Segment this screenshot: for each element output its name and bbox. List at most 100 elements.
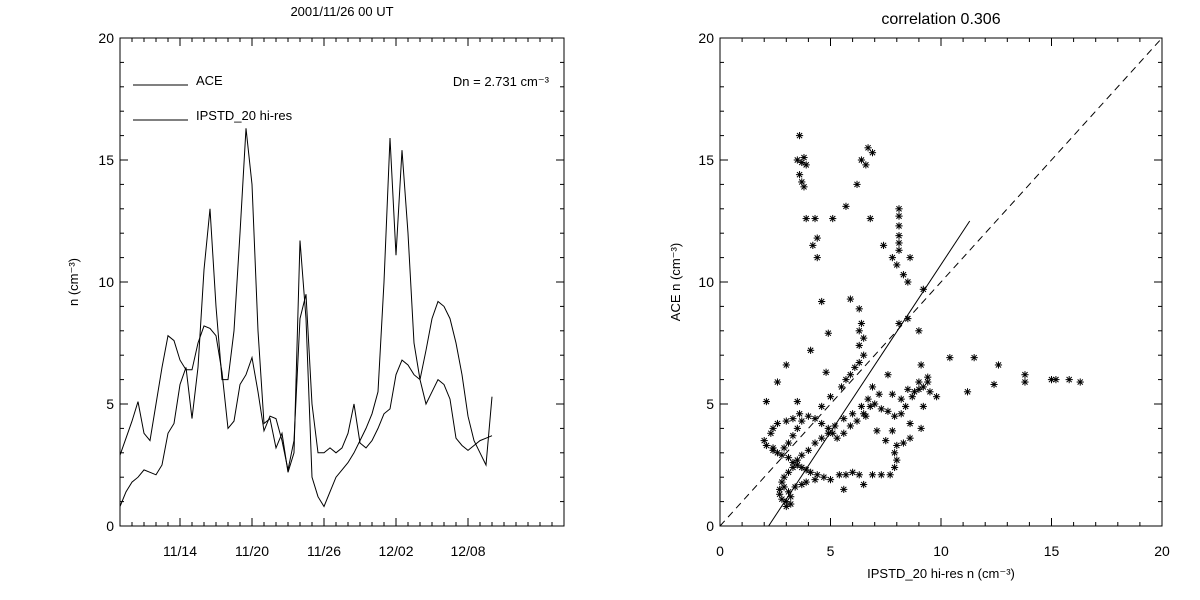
scatter-point: [963, 388, 972, 396]
scatter-point: [895, 222, 903, 230]
scatter-x-tick-label: 0: [716, 543, 724, 559]
scatter-point: [899, 439, 908, 447]
scatter-y-tick-label: 0: [706, 518, 714, 534]
scatter-title: correlation 0.306: [881, 11, 1000, 28]
scatter-markers: [760, 132, 1084, 511]
scatter-point: [849, 410, 857, 418]
scatter-point: [888, 427, 896, 435]
y-tick-label: 5: [106, 396, 114, 412]
scatter-point: [776, 485, 784, 493]
x-tick-label: 12/02: [378, 543, 413, 559]
scatter-point: [769, 444, 777, 452]
scatter-point: [946, 354, 954, 362]
scatter-point: [895, 239, 903, 247]
scatter-point: [789, 415, 797, 423]
scatter-point: [882, 437, 890, 445]
scatter-point: [822, 368, 830, 376]
scatter-y-tick-label: 20: [698, 30, 714, 46]
scatter-point: [855, 471, 863, 479]
scatter-y-tick-label: 10: [698, 274, 714, 290]
scatter-point: [890, 412, 899, 420]
scatter-point: [855, 358, 863, 367]
scatter-point: [890, 463, 899, 472]
scatter-point: [884, 371, 892, 379]
scatter-point: [791, 483, 799, 491]
x-tick-label: 11/20: [235, 543, 269, 559]
scatter-point: [1065, 376, 1073, 384]
scatter-point: [926, 388, 934, 396]
scatter-point: [798, 451, 806, 459]
scatter-point: [798, 463, 806, 472]
scatter-point: [800, 153, 808, 162]
scatter-point: [855, 327, 863, 335]
scatter-point: [853, 417, 861, 425]
scatter-point: [890, 449, 899, 457]
scatter-point: [784, 468, 793, 476]
scatter-y-tick-label: 15: [698, 152, 714, 168]
scatter-point: [837, 383, 846, 391]
scatter-x-tick-label: 5: [827, 543, 835, 559]
scatter-point: [899, 271, 908, 279]
legend-label-ipstd: IPSTD_20 hi-res: [196, 108, 293, 123]
scatter-point: [895, 232, 903, 240]
scatter-point: [915, 378, 923, 386]
scatter-point: [1021, 371, 1029, 379]
scatter-point: [846, 295, 854, 303]
scatter-point: [787, 500, 795, 508]
scatter-point: [895, 212, 903, 220]
scatter-point: [820, 473, 828, 481]
y-tick-label: 15: [98, 152, 114, 168]
scatter-point: [919, 383, 927, 391]
scatter-point: [762, 397, 771, 406]
scatter-point: [1076, 378, 1084, 386]
scatter-point: [868, 383, 877, 391]
x-tick-label: 11/14: [163, 543, 197, 559]
series-line-ace: [119, 128, 493, 508]
scatter-x-axis: 0 5 10 15 20: [716, 38, 1170, 559]
scatter-point: [860, 334, 868, 342]
scatter-point: [793, 397, 801, 406]
scatter-point: [864, 395, 872, 403]
scatter-point: [846, 371, 854, 379]
scatter-point: [932, 393, 941, 401]
scatter-point: [818, 297, 826, 306]
scatter-point: [868, 149, 877, 157]
scatter-point: [842, 202, 850, 210]
scatter-x-tick-label: 10: [933, 543, 949, 559]
scatter-point: [807, 468, 815, 476]
scatter-point: [904, 278, 912, 286]
scatter-point: [802, 478, 810, 486]
timeseries-lines: [119, 128, 493, 508]
scatter-point: [919, 402, 927, 411]
scatter-point: [895, 319, 903, 328]
scatter-point: [813, 254, 821, 262]
scatter-point: [915, 327, 923, 335]
scatter-point: [782, 361, 790, 369]
scatter-point: [846, 422, 854, 430]
scatter-point: [853, 180, 861, 188]
scatter-point: [862, 412, 870, 420]
scatter-point: [811, 415, 819, 423]
scatter-point: [990, 380, 998, 389]
legend-label-ace: ACE: [196, 73, 223, 88]
scatter-y-axis: 0 5 10 15 20: [698, 30, 1162, 534]
scatter-point: [818, 419, 826, 428]
scatter-point: [813, 234, 821, 242]
scatter-point: [826, 476, 835, 484]
scatter-point: [897, 410, 905, 418]
scatter-point: [895, 205, 903, 213]
scatter-point: [917, 361, 925, 369]
scatter-point: [829, 214, 837, 223]
timeseries-legend: ACE IPSTD_20 hi-res: [133, 73, 293, 123]
scatter-point: [831, 422, 839, 430]
scatter-point: [840, 485, 848, 493]
scatter-x-tick-label: 20: [1154, 543, 1170, 559]
scatter-point: [813, 471, 821, 479]
regression-fit-line: [768, 220, 971, 527]
scatter-point: [818, 402, 826, 411]
scatter-panel: correlation 0.306 0 5 10 15 20 0 5 10 15 20 ACE …: [668, 11, 1170, 581]
scatter-point: [842, 471, 850, 479]
scatter-point: [809, 241, 817, 249]
scatter-point: [818, 434, 826, 442]
